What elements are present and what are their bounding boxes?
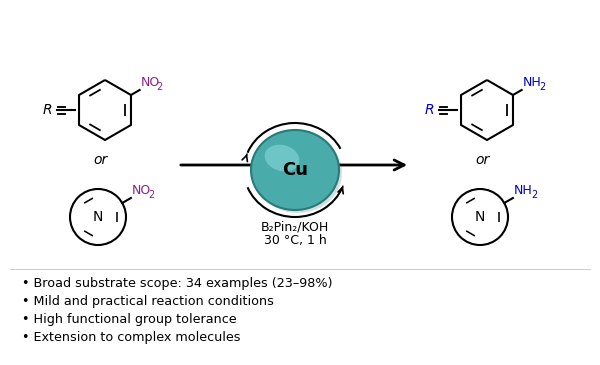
Text: R: R — [43, 103, 52, 117]
Text: NO: NO — [132, 184, 151, 197]
Text: 2: 2 — [531, 190, 537, 200]
Ellipse shape — [254, 133, 342, 213]
Text: 30 °C, 1 h: 30 °C, 1 h — [263, 234, 326, 247]
Text: NH: NH — [523, 76, 541, 89]
Text: Cu: Cu — [282, 161, 308, 179]
Text: or: or — [475, 153, 489, 167]
Ellipse shape — [265, 145, 299, 171]
Ellipse shape — [251, 130, 339, 210]
Text: N: N — [93, 210, 103, 224]
Text: 2: 2 — [148, 190, 154, 200]
Text: 2: 2 — [539, 82, 546, 92]
Text: • High functional group tolerance: • High functional group tolerance — [22, 313, 236, 326]
Text: B₂Pin₂/KOH: B₂Pin₂/KOH — [261, 220, 329, 233]
Text: • Mild and practical reaction conditions: • Mild and practical reaction conditions — [22, 295, 274, 308]
Text: • Broad substrate scope: 34 examples (23–98%): • Broad substrate scope: 34 examples (23… — [22, 277, 332, 290]
Text: • Extension to complex molecules: • Extension to complex molecules — [22, 331, 241, 344]
Text: N: N — [475, 210, 485, 224]
Text: 2: 2 — [157, 82, 163, 92]
Text: or: or — [93, 153, 107, 167]
Text: R: R — [424, 103, 434, 117]
Text: NO: NO — [140, 76, 160, 89]
Text: NH: NH — [514, 184, 533, 197]
